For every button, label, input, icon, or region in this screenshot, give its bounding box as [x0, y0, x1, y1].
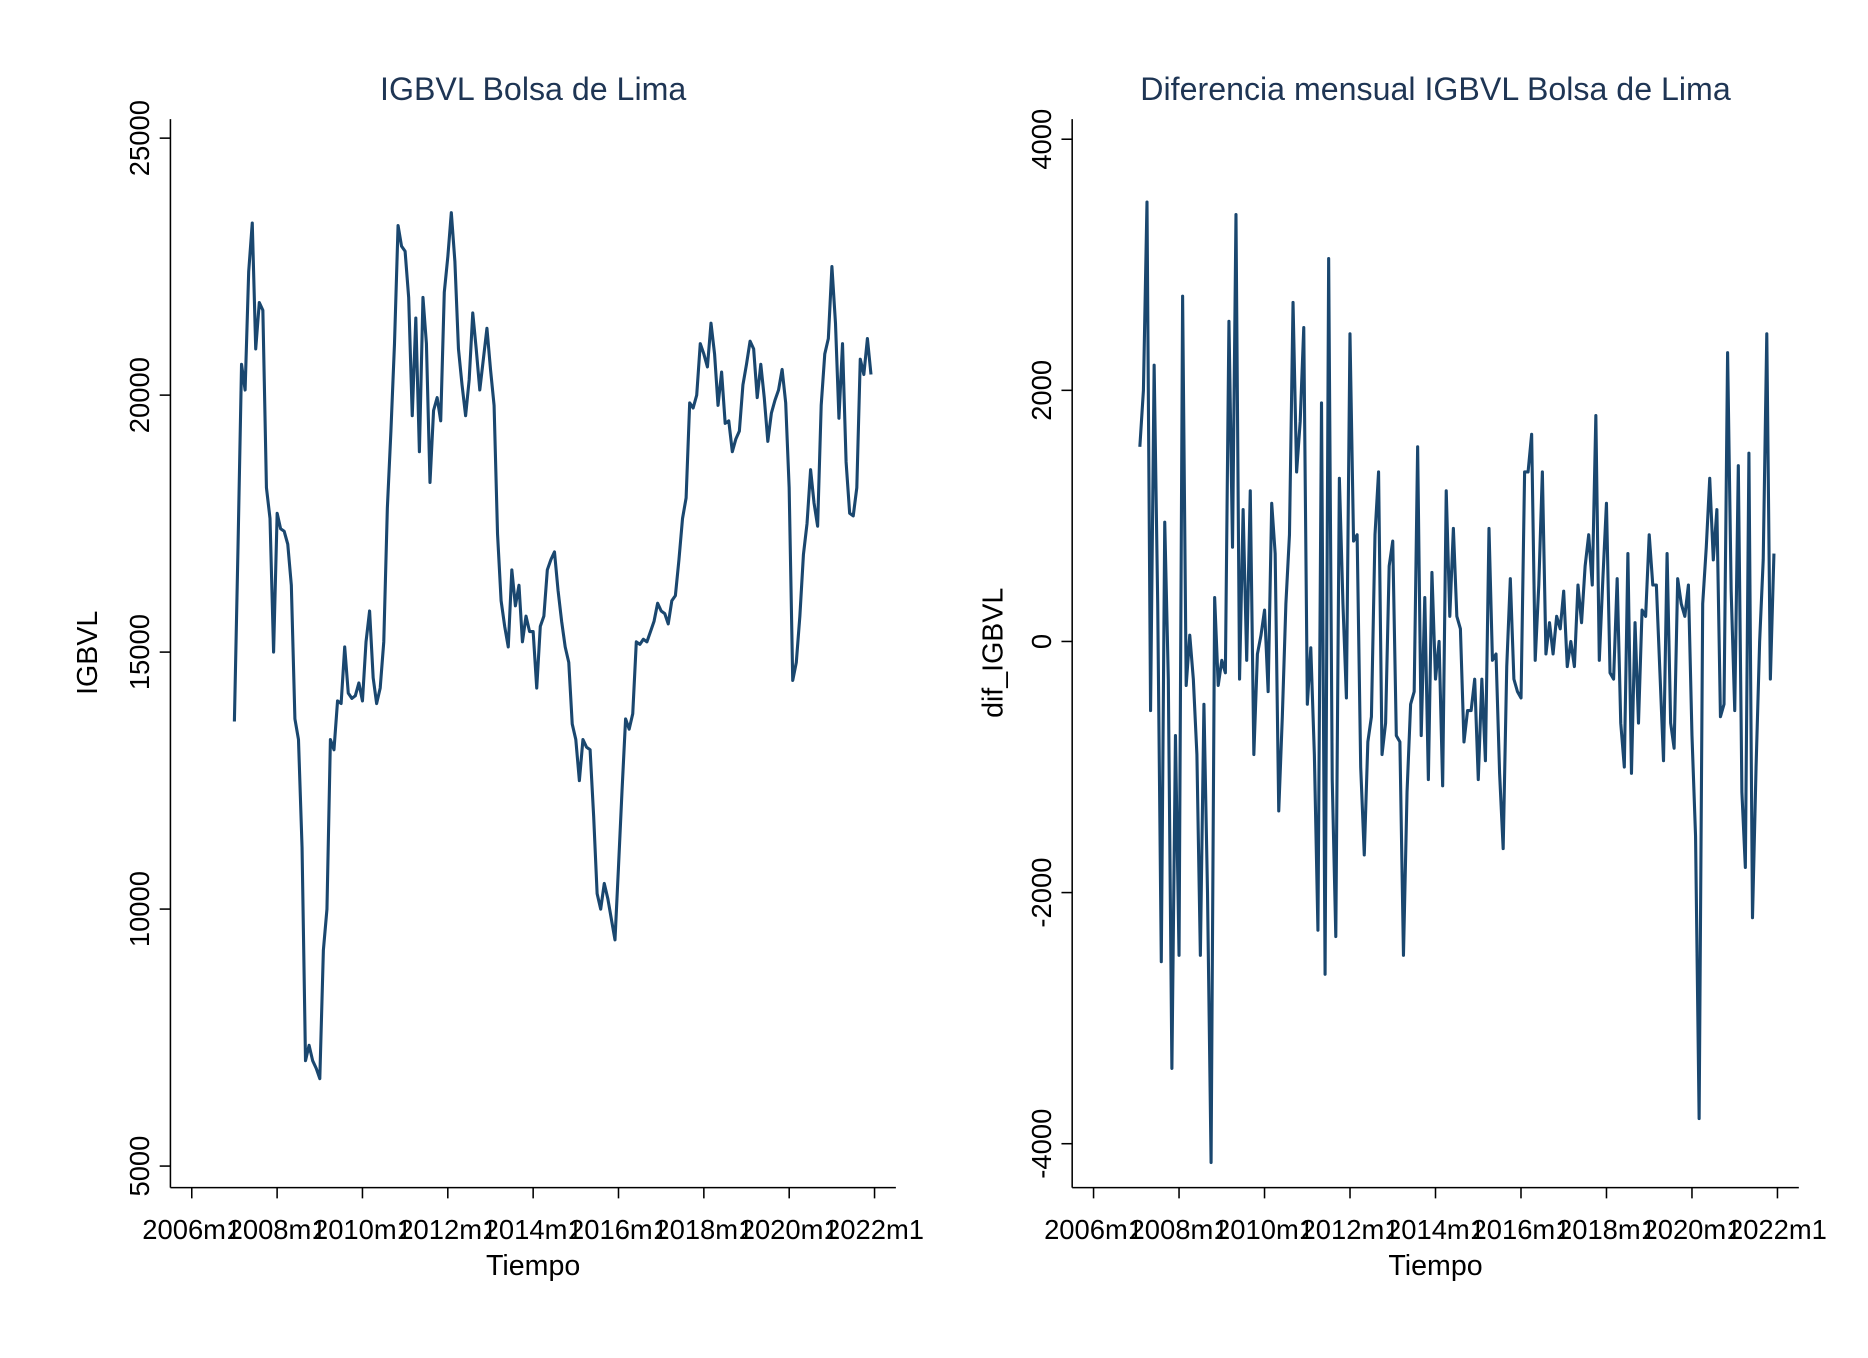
y-tick-label: -4000 — [1026, 1109, 1057, 1179]
data-line — [1138, 200, 1776, 1165]
x-tick-label: 2012m1 — [398, 1214, 497, 1245]
x-tick-label: 2006m1 — [142, 1214, 241, 1245]
x-tick-label: 2008m1 — [1130, 1214, 1229, 1245]
x-tick-label: 2018m1 — [1557, 1214, 1656, 1245]
x-tick-label: 2022m1 — [825, 1214, 924, 1245]
y-tick-label: 2000 — [1026, 360, 1057, 421]
chart-title: IGBVL Bolsa de Lima — [380, 71, 686, 107]
data-line — [232, 211, 873, 1081]
y-tick-label: 10000 — [124, 871, 155, 947]
x-tick-label: 2022m1 — [1728, 1214, 1827, 1245]
y-tick-label: -2000 — [1026, 858, 1057, 928]
x-axis-label: Tiempo — [1388, 1250, 1482, 1282]
y-tick-label: 5000 — [124, 1136, 155, 1197]
y-tick-label: 20000 — [124, 357, 155, 433]
chart-title: Diferencia mensual IGBVL Bolsa de Lima — [1140, 71, 1731, 107]
x-tick-label: 2012m1 — [1301, 1214, 1400, 1245]
x-tick-label: 2018m1 — [654, 1214, 753, 1245]
x-tick-label: 2008m1 — [228, 1214, 327, 1245]
x-tick-label: 2016m1 — [569, 1214, 668, 1245]
x-tick-label: 2006m1 — [1044, 1214, 1143, 1245]
y-axis-label: IGBVL — [72, 611, 104, 695]
x-tick-label: 2014m1 — [1386, 1214, 1485, 1245]
x-axis-label: Tiempo — [486, 1250, 580, 1282]
x-tick-label: 2010m1 — [1215, 1214, 1314, 1245]
y-axis-label: dif_IGBVL — [977, 588, 1009, 718]
x-tick-label: 2010m1 — [313, 1214, 412, 1245]
y-tick-label: 0 — [1026, 634, 1057, 649]
x-tick-label: 2016m1 — [1472, 1214, 1571, 1245]
x-tick-label: 2020m1 — [1643, 1214, 1742, 1245]
y-tick-label: 25000 — [124, 100, 155, 176]
y-tick-label: 4000 — [1026, 109, 1057, 170]
x-tick-label: 2014m1 — [484, 1214, 583, 1245]
y-tick-label: 15000 — [124, 614, 155, 690]
x-tick-label: 2020m1 — [740, 1214, 839, 1245]
